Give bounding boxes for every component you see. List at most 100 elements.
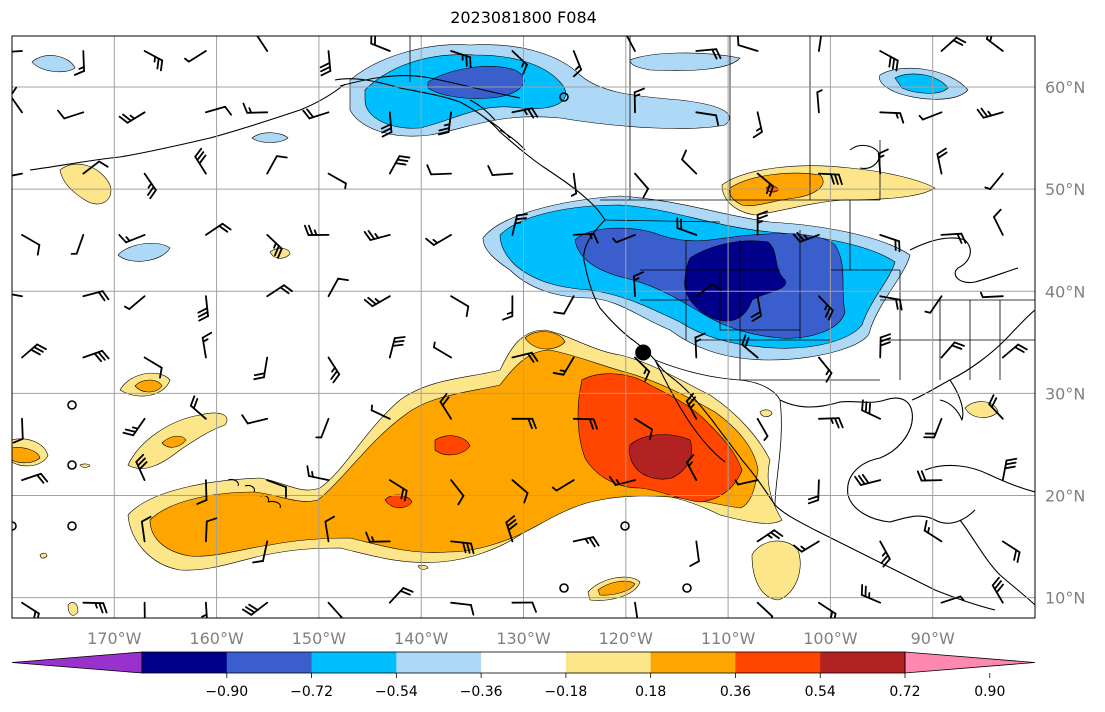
latitude-tick-label: 60°N [1045, 78, 1085, 97]
wind-barb [736, 36, 759, 52]
wind-barb [57, 109, 85, 120]
location-marker [635, 344, 652, 361]
wind-barb [1001, 540, 1021, 563]
fill-deep-sky [894, 73, 949, 94]
wind-barb [82, 160, 109, 175]
wind-barb [572, 232, 599, 244]
wind-barb [266, 479, 287, 498]
mexico-interior [774, 399, 782, 506]
wind-barb [985, 36, 1004, 52]
wind-barb [511, 417, 537, 430]
wind-barb [879, 233, 901, 253]
negative-anomaly-fills [31, 44, 969, 361]
wind-barb [388, 155, 411, 175]
wind-barb [756, 172, 774, 197]
wind-barb [511, 479, 529, 504]
colorbar: −0.90 −0.72 −0.54 −0.36 −0.18 0.18 0.36 0.54 0.7… [11, 651, 1036, 700]
wind-barb [450, 540, 475, 555]
calm-wind-circle [67, 460, 77, 470]
wind-barb [196, 479, 208, 505]
wind-barb [197, 295, 209, 322]
map-content [12, 36, 1035, 618]
fill-red-orange [434, 435, 471, 456]
wind-barb [752, 111, 763, 139]
colorbar-tick-label: 0.72 [889, 684, 920, 700]
wind-barb [572, 536, 600, 548]
wind-barb [750, 295, 762, 322]
wind-barb [439, 392, 453, 420]
wind-barb [860, 584, 882, 604]
wind-barb [143, 172, 157, 200]
fill-light-blue [251, 132, 289, 143]
us-mexico-border [654, 359, 781, 401]
longitude-tick-label: 120°W [599, 629, 654, 648]
fill-orange [161, 435, 187, 448]
wind-barb [241, 414, 269, 425]
hawaii-islands [227, 478, 281, 509]
wind-barb [695, 48, 722, 60]
calm-wind-circle [67, 400, 77, 410]
wind-barb [792, 231, 820, 243]
longitude-tick-label: 170°W [87, 629, 142, 648]
wind-barb [741, 334, 759, 359]
wind-barb [266, 233, 283, 259]
longitude-tick-label: 90°W [911, 629, 955, 648]
wind-barb [302, 108, 330, 120]
colorbar-segment [311, 652, 397, 673]
wind-barb [21, 601, 40, 618]
colorbar-tick-label: −0.72 [290, 684, 333, 700]
latitude-tick-label: 10°N [1045, 589, 1085, 608]
wind-barb [634, 601, 639, 618]
wind-barb [388, 479, 408, 502]
wind-barb [204, 517, 218, 543]
wind-barb [879, 333, 892, 359]
fill-light-yellow [751, 540, 801, 601]
wind-barb [511, 351, 539, 363]
wind-barb [327, 601, 343, 618]
wind-barb [756, 210, 768, 236]
wind-barb [502, 295, 514, 321]
wind-barb [988, 394, 1004, 420]
latitude-tick-label: 50°N [1045, 180, 1085, 199]
colorbar-tick-label: 0.18 [635, 684, 666, 700]
wind-barb [818, 417, 844, 429]
wind-barb [685, 454, 698, 482]
wind-barb [511, 213, 528, 236]
wind-barb [388, 587, 414, 604]
wind-barbs [12, 36, 1028, 618]
canada-coast [339, 75, 521, 99]
fill-light-yellow [417, 564, 429, 570]
wind-barb [861, 399, 882, 420]
wind-barb [437, 111, 453, 136]
wind-barb [306, 465, 330, 482]
wind-barb [118, 111, 146, 124]
fill-light-yellow [67, 602, 79, 616]
wind-barb [21, 343, 47, 359]
fill-dark-navy [684, 240, 786, 322]
colorbar-segment [226, 652, 313, 673]
wind-barb [82, 601, 108, 614]
wind-barb [818, 295, 834, 321]
canada-provinces [629, 36, 881, 200]
fill-light-yellow [59, 163, 112, 205]
florida-coast [911, 379, 964, 421]
wind-barb [818, 172, 843, 186]
wind-barb [370, 404, 391, 420]
wind-barb [634, 172, 649, 199]
wind-barb [634, 356, 651, 382]
wind-barb [363, 230, 391, 241]
wind-barb [303, 224, 330, 236]
wind-barb [327, 277, 349, 298]
gulf-of-mexico-coast [779, 397, 976, 524]
longitude-tick-label: 140°W [394, 629, 449, 648]
fill-light-yellow [759, 409, 773, 418]
great-lakes [909, 237, 1019, 284]
wind-barb [324, 515, 335, 543]
fill-firebrick [629, 434, 692, 480]
wind-barb [433, 341, 453, 359]
wind-barb [818, 36, 822, 52]
wind-barb [204, 222, 232, 236]
positive-anomaly-fills [12, 163, 999, 616]
colorbar-segment [820, 652, 906, 673]
